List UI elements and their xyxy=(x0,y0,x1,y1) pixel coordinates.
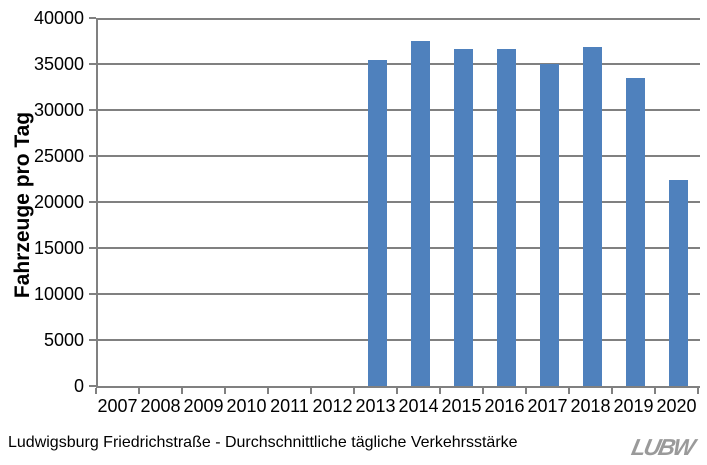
bar-2018 xyxy=(583,47,602,386)
lubw-logo: LUBW xyxy=(629,434,696,460)
y-tick-label: 10000 xyxy=(33,284,84,304)
bar-2015 xyxy=(454,49,473,386)
y-tick-label: 40000 xyxy=(33,8,84,28)
gridline-y-10000 xyxy=(98,293,700,295)
y-tick-mark xyxy=(89,385,96,387)
chart-caption: Ludwigsburg Friedrichstraße - Durchschni… xyxy=(8,434,518,451)
x-tick-mark xyxy=(439,388,441,394)
x-tick-label-2013: 2013 xyxy=(355,396,396,416)
bar-2020 xyxy=(669,179,688,386)
x-tick-label-2008: 2008 xyxy=(140,396,181,416)
x-tick-label-2019: 2019 xyxy=(613,396,654,416)
gridline-y-15000 xyxy=(98,247,700,249)
x-tick-mark xyxy=(224,388,226,394)
y-tick-label: 30000 xyxy=(33,100,84,120)
x-tick-mark xyxy=(568,388,570,394)
y-tick-label: 20000 xyxy=(33,192,84,212)
x-tick-mark xyxy=(353,388,355,394)
gridline-y-20000 xyxy=(98,201,700,203)
gridline-y-35000 xyxy=(98,63,700,65)
gridline-y-25000 xyxy=(98,155,700,157)
x-tick-label-2007: 2007 xyxy=(97,396,138,416)
x-tick-label-2011: 2011 xyxy=(270,396,309,416)
bar-2019 xyxy=(626,77,645,386)
y-tick-mark xyxy=(89,201,96,203)
x-tick-mark xyxy=(697,388,699,394)
bar-2017 xyxy=(540,64,559,386)
x-tick-label-2009: 2009 xyxy=(183,396,224,416)
x-tick-mark xyxy=(482,388,484,394)
y-tick-mark xyxy=(89,109,96,111)
y-tick-label: 15000 xyxy=(33,238,84,258)
x-tick-mark xyxy=(181,388,183,394)
y-tick-mark xyxy=(89,247,96,249)
x-tick-label-2020: 2020 xyxy=(656,396,697,416)
gridline-y-40000 xyxy=(98,18,700,20)
x-tick-mark xyxy=(267,388,269,394)
x-tick-label-2014: 2014 xyxy=(398,396,439,416)
bar-2013 xyxy=(368,60,387,386)
y-tick-mark xyxy=(89,155,96,157)
x-tick-mark xyxy=(654,388,656,394)
x-tick-label-2012: 2012 xyxy=(312,396,353,416)
y-tick-label: 0 xyxy=(73,376,84,396)
x-tick-mark xyxy=(396,388,398,394)
gridline-y-30000 xyxy=(98,109,700,111)
y-tick-mark xyxy=(89,63,96,65)
x-tick-mark xyxy=(310,388,312,394)
y-tick-label: 35000 xyxy=(33,54,84,74)
y-tick-label: 5000 xyxy=(43,330,84,350)
x-tick-mark xyxy=(95,388,97,394)
x-tick-label-2018: 2018 xyxy=(570,396,611,416)
x-tick-label-2016: 2016 xyxy=(484,396,525,416)
x-tick-label-2010: 2010 xyxy=(226,396,267,416)
y-tick-mark xyxy=(89,339,96,341)
x-tick-label-2015: 2015 xyxy=(441,396,482,416)
x-tick-label-2017: 2017 xyxy=(527,396,568,416)
x-tick-mark xyxy=(138,388,140,394)
y-tick-mark xyxy=(89,293,96,295)
y-tick-mark xyxy=(89,17,96,19)
gridline-y-5000 xyxy=(98,339,700,341)
x-tick-mark xyxy=(525,388,527,394)
y-tick-label: 25000 xyxy=(33,146,84,166)
bar-2016 xyxy=(497,49,516,386)
x-tick-mark xyxy=(611,388,613,394)
bar-2014 xyxy=(411,41,430,386)
plot-area xyxy=(96,18,700,388)
